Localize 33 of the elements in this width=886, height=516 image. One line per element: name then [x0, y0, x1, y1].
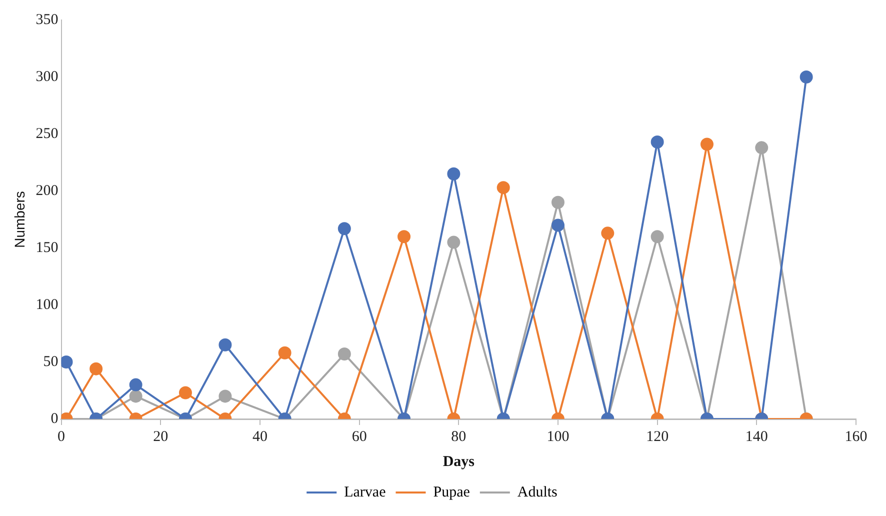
y-tick-label: 50: [43, 354, 58, 370]
y-tick-label: 250: [36, 126, 58, 142]
x-tick-label: 20: [153, 428, 168, 445]
x-tick-label: 140: [745, 428, 768, 445]
point: [700, 138, 714, 151]
x-axis-title: Days: [442, 454, 475, 470]
point: [650, 135, 664, 148]
y-axis-title: Numbers: [11, 191, 28, 248]
x-tick-label: 80: [451, 428, 466, 445]
legend-label: Larvae: [344, 484, 386, 500]
legend-label: Adults: [517, 484, 558, 500]
point: [496, 181, 510, 194]
point: [447, 236, 460, 249]
point: [398, 230, 411, 244]
x-tick-label: 120: [646, 428, 669, 445]
x-tick-label: 160: [844, 428, 868, 445]
point: [338, 222, 351, 236]
y-tick-label: 0: [50, 410, 58, 427]
point: [447, 167, 460, 180]
point: [551, 196, 564, 209]
y-tick-label: 150: [36, 240, 58, 256]
legend-label: Pupae: [433, 484, 470, 500]
point: [551, 218, 564, 232]
x-tick-label: 40: [252, 428, 268, 445]
x-tick-label: 60: [352, 428, 367, 445]
y-tick-label: 350: [36, 12, 58, 28]
point: [601, 226, 614, 240]
y-tick-label: 300: [36, 68, 58, 85]
point: [755, 141, 768, 154]
point: [650, 230, 664, 244]
x-tick-label: 100: [546, 428, 570, 445]
y-tick-label: 200: [36, 182, 58, 199]
y-tick-label: 100: [36, 296, 58, 313]
